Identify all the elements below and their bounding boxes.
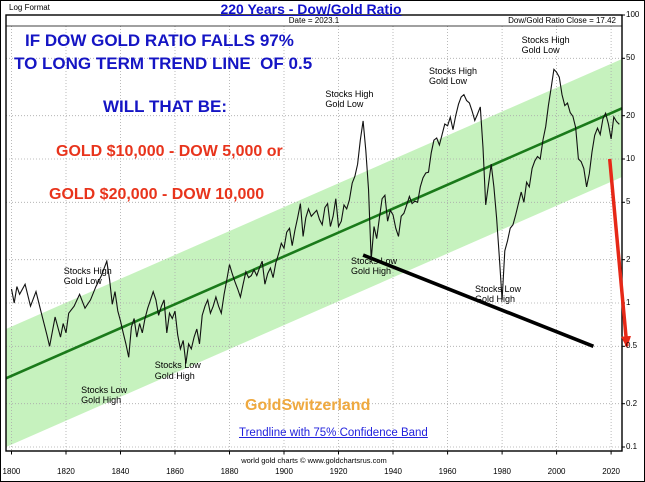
chart-annotation: Stocks High Gold Low (325, 89, 374, 110)
x-axis-tick-label: 1880 (220, 467, 239, 476)
x-axis-tick-label: 1840 (111, 467, 130, 476)
resistance-line (362, 253, 595, 348)
x-axis-tick-label: 1900 (275, 467, 293, 476)
commentary-line-3: WILL THAT BE: (103, 97, 228, 116)
projection-arrow (607, 158, 631, 349)
y-axis-tick-label: 0.2 (626, 398, 638, 408)
chart-annotation: Stocks Low Gold High (474, 284, 521, 305)
chart-annotation: Stocks Low Gold High (350, 256, 397, 277)
scenario-line-2: GOLD $20,000 - DOW 10,000 (49, 186, 265, 203)
ratio-series-line (10, 68, 620, 364)
trend-line (6, 107, 622, 380)
x-axis-tick-label: 1920 (329, 467, 348, 476)
chart-annotation: Stocks High Gold Low (63, 265, 112, 286)
x-axis-tick-label: 1940 (384, 467, 402, 476)
y-axis-tick-label: 20 (626, 110, 635, 120)
log-format-label: Log Format (9, 3, 50, 12)
chart-annotation: Stocks Low Gold High (81, 384, 128, 405)
copyright-notice: world gold charts © www.goldchartsrus.co… (241, 456, 387, 465)
y-axis-tick-label: 5 (626, 197, 631, 207)
x-axis-tick-label: 1860 (166, 467, 184, 476)
x-axis-tick-label: 2020 (602, 467, 620, 476)
date-readout: Date = 2023.1 (288, 16, 340, 25)
chart-annotation: Stocks Low Gold High (154, 360, 201, 381)
plot-border (5, 14, 623, 452)
ratio-close-readout: Dow/Gold Ratio Close = 17.42 (508, 16, 616, 25)
commentary-line-1: IF DOW GOLD RATIO FALLS 97% (25, 31, 294, 50)
y-axis-tick-label: 0.5 (626, 341, 638, 351)
y-axis-tick-label: 0.1 (626, 442, 638, 451)
x-axis-tick-label: 1820 (57, 467, 75, 476)
brand-watermark: GoldSwitzerland (245, 397, 371, 414)
y-axis-tick-label: 10 (626, 154, 635, 163)
y-axis-tick-label: 1 (626, 298, 631, 307)
confidence-band (6, 59, 622, 447)
y-axis-tick-label: 2 (626, 254, 631, 264)
chart-title: 220 Years - Dow/Gold Ratio (220, 1, 402, 17)
chart-annotation: Stocks High Gold Low (521, 34, 570, 55)
x-axis-tick-label: 2000 (547, 467, 566, 476)
confidence-band-note: Trendline with 75% Confidence Band (239, 427, 428, 439)
scenario-line-1: GOLD $10,000 - DOW 5,000 or (56, 143, 283, 160)
x-axis-tick-label: 1800 (2, 467, 21, 476)
x-axis-tick-label: 1980 (493, 467, 511, 476)
commentary-line-2: TO LONG TERM TREND LINE OF 0.5 (14, 54, 313, 73)
chart-annotation: Stocks High Gold Low (428, 65, 478, 86)
y-axis-tick-label: 100 (626, 10, 640, 19)
x-axis-tick-label: 1960 (438, 467, 457, 476)
y-axis-tick-label: 50 (626, 53, 635, 63)
